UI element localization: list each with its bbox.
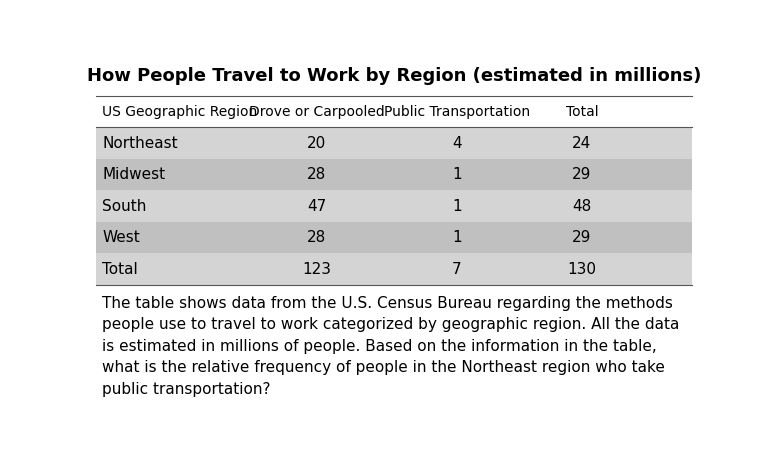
Text: 20: 20 (307, 136, 326, 151)
Text: 24: 24 (572, 136, 591, 151)
Text: 123: 123 (302, 262, 331, 277)
Text: 7: 7 (452, 262, 461, 277)
Text: West: West (102, 230, 140, 245)
Text: 29: 29 (572, 230, 591, 245)
FancyBboxPatch shape (96, 96, 692, 127)
Text: South: South (102, 199, 146, 214)
Text: US Geographic Region: US Geographic Region (102, 105, 258, 119)
Text: 1: 1 (452, 199, 461, 214)
Text: 29: 29 (572, 167, 591, 182)
Text: 1: 1 (452, 230, 461, 245)
FancyBboxPatch shape (96, 191, 692, 222)
FancyBboxPatch shape (96, 159, 692, 191)
FancyBboxPatch shape (96, 127, 692, 159)
Text: 28: 28 (307, 167, 326, 182)
Text: 48: 48 (572, 199, 591, 214)
Text: 47: 47 (307, 199, 326, 214)
Text: Northeast: Northeast (102, 136, 178, 151)
FancyBboxPatch shape (96, 253, 692, 285)
Text: 130: 130 (568, 262, 596, 277)
Text: The table shows data from the U.S. Census Bureau regarding the methods
people us: The table shows data from the U.S. Censu… (102, 296, 680, 397)
Text: Public Transportation: Public Transportation (384, 105, 530, 119)
Text: Drove or Carpooled: Drove or Carpooled (248, 105, 384, 119)
Text: Midwest: Midwest (102, 167, 165, 182)
Text: Total: Total (102, 262, 138, 277)
Text: 4: 4 (452, 136, 461, 151)
FancyBboxPatch shape (96, 222, 692, 253)
Text: How People Travel to Work by Region (estimated in millions): How People Travel to Work by Region (est… (87, 66, 701, 85)
Text: 1: 1 (452, 167, 461, 182)
Text: 28: 28 (307, 230, 326, 245)
Text: Total: Total (565, 105, 598, 119)
